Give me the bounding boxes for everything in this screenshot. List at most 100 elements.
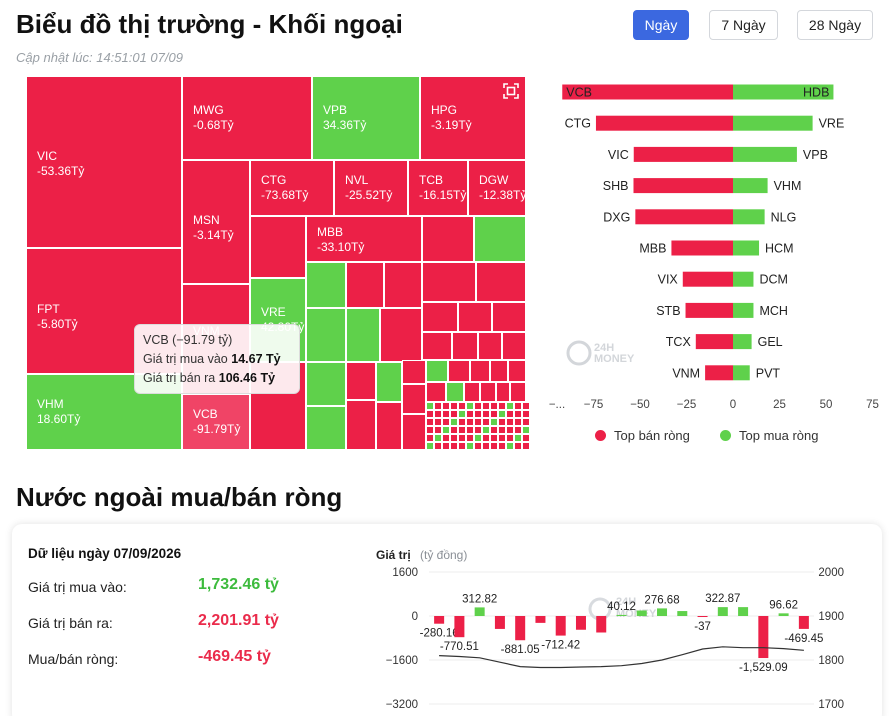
treemap-cell[interactable]: [490, 360, 508, 382]
treemap-cell[interactable]: [506, 410, 514, 418]
treemap-cell-hpg[interactable]: HPG -3.19Tỷ: [420, 76, 526, 160]
treemap-cell[interactable]: [492, 302, 526, 332]
treemap-cell[interactable]: [506, 426, 514, 434]
treemap-cell-tcb[interactable]: TCB -16.15Tỷ: [408, 160, 468, 216]
treemap-cell[interactable]: [306, 362, 346, 406]
treemap-cell[interactable]: [466, 402, 474, 410]
treemap-cell[interactable]: [498, 442, 506, 450]
treemap-cell[interactable]: [446, 382, 464, 402]
treemap-cell[interactable]: [474, 442, 482, 450]
treemap-cell[interactable]: [458, 426, 466, 434]
treemap-cell[interactable]: [498, 402, 506, 410]
treemap-cell[interactable]: [426, 382, 446, 402]
treemap-cell[interactable]: [510, 382, 526, 402]
treemap-cell[interactable]: [426, 418, 434, 426]
treemap-cell[interactable]: [466, 418, 474, 426]
treemap-cell[interactable]: [306, 406, 346, 450]
treemap-cell[interactable]: [498, 434, 506, 442]
treemap-cell[interactable]: [422, 262, 476, 302]
treemap-cell[interactable]: [458, 434, 466, 442]
treemap-cell[interactable]: [450, 434, 458, 442]
treemap-cell-dgw[interactable]: DGW -12.38Tỷ: [468, 160, 526, 216]
treemap-cell[interactable]: [490, 442, 498, 450]
treemap-cell[interactable]: [498, 426, 506, 434]
range-button-7-days[interactable]: 7 Ngày: [709, 10, 778, 40]
treemap-cell[interactable]: [522, 426, 530, 434]
treemap-cell[interactable]: [474, 418, 482, 426]
treemap-cell[interactable]: [426, 442, 434, 450]
treemap-cell[interactable]: [490, 418, 498, 426]
treemap-cell[interactable]: [346, 362, 376, 400]
treemap-cell[interactable]: [522, 402, 530, 410]
treemap-cell[interactable]: [442, 402, 450, 410]
treemap-cell[interactable]: [514, 426, 522, 434]
treemap-cell[interactable]: [466, 426, 474, 434]
treemap-cell[interactable]: [442, 434, 450, 442]
treemap-cell-mbb[interactable]: MBB -33.10Tỷ: [306, 216, 422, 262]
treemap-cell[interactable]: [442, 418, 450, 426]
fullscreen-icon[interactable]: [503, 83, 519, 99]
treemap-cell[interactable]: [522, 418, 530, 426]
treemap-cell-msn[interactable]: MSN -3.14Tỷ: [182, 160, 250, 284]
treemap-cell[interactable]: [506, 402, 514, 410]
treemap-cell[interactable]: [474, 216, 526, 262]
treemap-cell[interactable]: [434, 418, 442, 426]
treemap-cell[interactable]: [426, 426, 434, 434]
treemap-cell[interactable]: [502, 332, 526, 360]
treemap-cell[interactable]: [450, 402, 458, 410]
treemap-cell[interactable]: [346, 262, 384, 308]
treemap-cell[interactable]: [384, 262, 422, 308]
treemap-cell-vpb[interactable]: VPB 34.36Tỷ: [312, 76, 420, 160]
treemap-cell[interactable]: [346, 308, 380, 362]
treemap-cell[interactable]: [450, 418, 458, 426]
treemap-cell[interactable]: [470, 360, 490, 382]
range-button-28-days[interactable]: 28 Ngày: [797, 10, 873, 40]
treemap-cell[interactable]: [442, 410, 450, 418]
treemap-cell[interactable]: [376, 402, 402, 450]
treemap-cell[interactable]: [514, 402, 522, 410]
treemap-cell[interactable]: [514, 442, 522, 450]
treemap-cell[interactable]: [490, 426, 498, 434]
treemap-cell[interactable]: [514, 410, 522, 418]
treemap-cell[interactable]: [458, 410, 466, 418]
treemap-cell-vcb[interactable]: VCB -91.79Tỷ: [182, 394, 250, 450]
treemap-cell[interactable]: [450, 410, 458, 418]
treemap-cell[interactable]: [474, 402, 482, 410]
treemap-cell[interactable]: [478, 332, 502, 360]
treemap-cell[interactable]: [250, 216, 306, 278]
treemap-cell[interactable]: [474, 426, 482, 434]
treemap-cell[interactable]: [474, 434, 482, 442]
treemap-cell[interactable]: [426, 360, 448, 382]
treemap-cell[interactable]: [514, 434, 522, 442]
treemap-cell-ctg[interactable]: CTG -73.68Tỷ: [250, 160, 334, 216]
treemap-cell[interactable]: [490, 402, 498, 410]
treemap-cell[interactable]: [450, 442, 458, 450]
treemap-cell[interactable]: [482, 418, 490, 426]
treemap-cell-mwg[interactable]: MWG -0.68Tỷ: [182, 76, 312, 160]
treemap-cell[interactable]: [514, 418, 522, 426]
treemap-cell[interactable]: [482, 402, 490, 410]
treemap-cell[interactable]: [422, 332, 452, 360]
treemap-cell[interactable]: [376, 362, 402, 402]
treemap-cell[interactable]: [482, 434, 490, 442]
treemap-cell[interactable]: [458, 418, 466, 426]
treemap-cell[interactable]: [522, 434, 530, 442]
treemap-cell[interactable]: [442, 426, 450, 434]
treemap-cell[interactable]: [402, 384, 426, 414]
treemap-cell[interactable]: [498, 418, 506, 426]
treemap-cell[interactable]: [458, 402, 466, 410]
legend-sell[interactable]: Top bán ròng: [595, 428, 690, 443]
legend-buy[interactable]: Top mua ròng: [720, 428, 819, 443]
treemap-cell[interactable]: [466, 410, 474, 418]
treemap-cell[interactable]: [434, 434, 442, 442]
range-button-day[interactable]: Ngày: [633, 10, 689, 40]
treemap-cell[interactable]: [452, 332, 478, 360]
treemap-cell[interactable]: [426, 410, 434, 418]
treemap-cell[interactable]: [506, 418, 514, 426]
treemap-cell[interactable]: [458, 442, 466, 450]
treemap-cell[interactable]: [466, 434, 474, 442]
treemap-cell[interactable]: [466, 442, 474, 450]
treemap-cell[interactable]: [422, 302, 458, 332]
treemap-cell[interactable]: [402, 360, 426, 384]
treemap-cell[interactable]: [506, 442, 514, 450]
